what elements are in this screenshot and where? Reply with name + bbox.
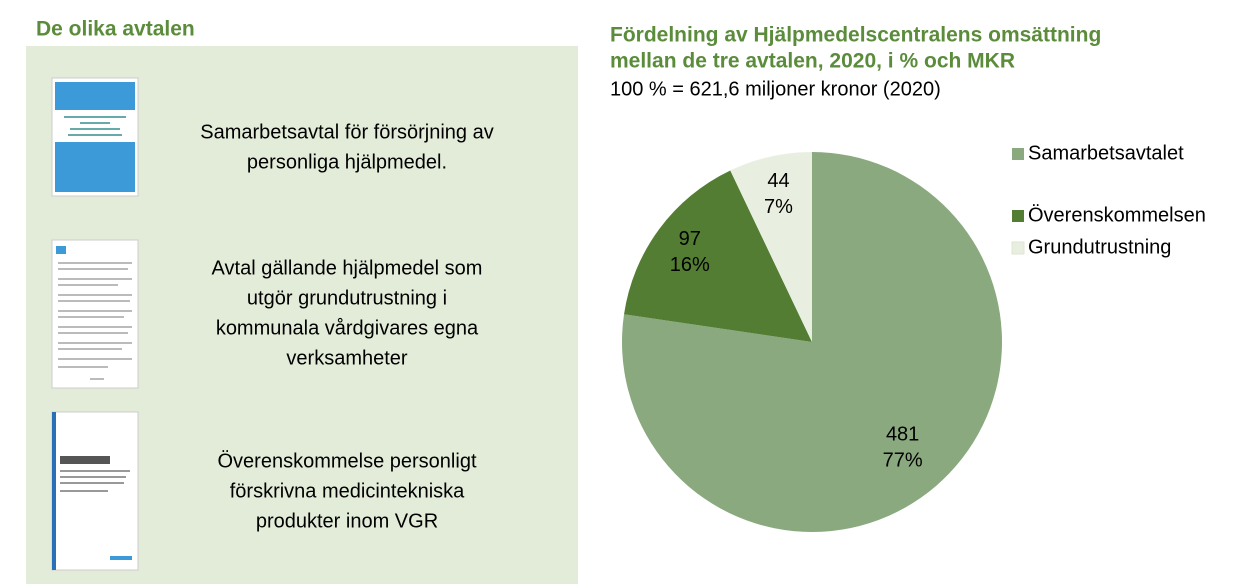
agreement-text: utgör grundutrustning i	[247, 287, 447, 309]
doc-thumbnail	[52, 78, 138, 196]
data-label: 44	[767, 170, 789, 192]
agreement-text: verksamheter	[286, 347, 407, 369]
agreement-text: produkter inom VGR	[256, 510, 438, 532]
chart-subtitle: 100 % = 621,6 miljoner kronor (2020)	[610, 78, 941, 100]
agreement-text: Avtal gällande hjälpmedel som	[212, 257, 483, 279]
legend-label: Samarbetsavtalet	[1028, 142, 1184, 164]
chart-title: Fördelning av Hjälpmedelscentralens omsä…	[610, 24, 1101, 47]
legend-swatch	[1012, 210, 1024, 222]
chart-title: mellan de tre avtalen, 2020, i % och MKR	[610, 50, 1015, 73]
page: De olika avtalen Fördelning av Hjälpmede…	[0, 0, 1248, 584]
doc-thumbnail	[52, 240, 138, 388]
agreement-text: Överenskommelse personligt	[218, 450, 477, 472]
agreement-text: Samarbetsavtal för försörjning av	[200, 121, 493, 143]
doc-thumbnail	[52, 412, 138, 570]
data-label: 7%	[764, 196, 793, 218]
agreement-text: förskrivna medicintekniska	[230, 480, 465, 502]
agreement-text: kommunala vårdgivares egna	[216, 317, 479, 339]
legend-label: Grundutrustning	[1028, 236, 1171, 258]
legend-label: Överenskommelsen	[1028, 204, 1206, 226]
data-label: 97	[679, 228, 701, 250]
legend-swatch	[1012, 242, 1024, 254]
data-label: 77%	[883, 449, 923, 471]
left-heading: De olika avtalen	[36, 18, 195, 41]
data-label: 16%	[670, 254, 710, 276]
data-label: 481	[886, 423, 919, 445]
legend-swatch	[1012, 148, 1024, 160]
agreement-text: personliga hjälpmedel.	[247, 151, 447, 173]
slide: De olika avtalen Fördelning av Hjälpmede…	[0, 0, 1248, 584]
